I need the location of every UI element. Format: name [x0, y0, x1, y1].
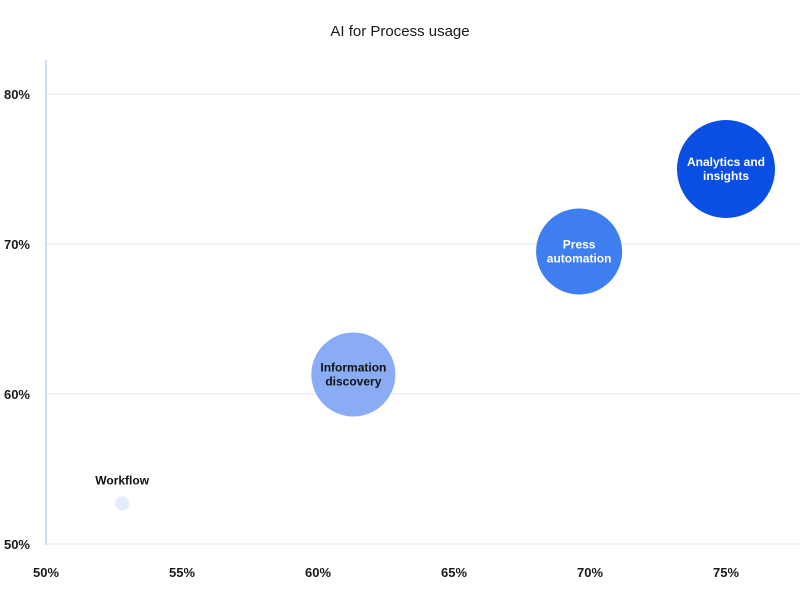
bubble-label: insights	[703, 169, 749, 183]
bubble-label: Press	[563, 238, 596, 252]
x-tick-label: 55%	[169, 565, 195, 580]
bubble-label: automation	[547, 252, 612, 266]
chart-title: AI for Process usage	[330, 23, 469, 40]
bubble-label: Analytics and	[687, 155, 765, 169]
y-tick-label: 50%	[4, 537, 30, 552]
bubble-circle	[311, 332, 396, 417]
bubble-label: discovery	[325, 375, 381, 389]
x-tick-label: 70%	[577, 565, 603, 580]
bubble-label: Information	[320, 361, 386, 375]
bubble-label: Workflow	[95, 474, 149, 488]
x-tick-label: 75%	[713, 565, 739, 580]
x-tick-label: 50%	[33, 565, 59, 580]
y-tick-label: 60%	[4, 387, 30, 402]
bubble-circle	[677, 120, 775, 218]
grid-lines	[46, 93, 800, 545]
y-tick-label: 70%	[4, 237, 30, 252]
y-axis-ticks: 50% 60% 70% 80%	[4, 87, 30, 552]
x-tick-label: 65%	[441, 565, 467, 580]
x-axis-ticks: 50% 55% 60% 65% 70% 75%	[33, 565, 739, 580]
bubble: Workflow	[95, 474, 150, 511]
x-tick-label: 60%	[305, 565, 331, 580]
y-tick-label: 80%	[4, 87, 30, 102]
bubble-circle	[536, 208, 623, 295]
bubble-circle	[115, 496, 130, 511]
